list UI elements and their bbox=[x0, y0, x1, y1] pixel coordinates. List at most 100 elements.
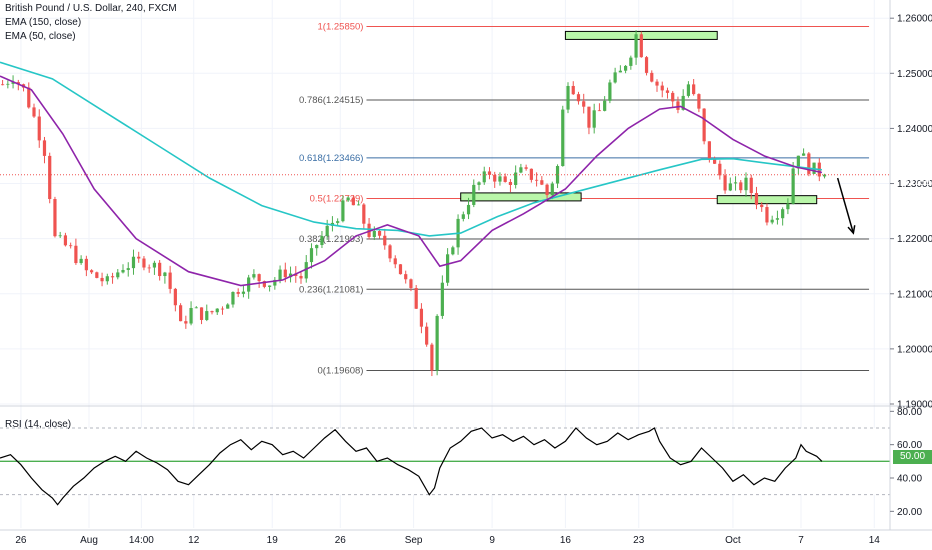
candle-body bbox=[42, 140, 47, 156]
candle-body bbox=[770, 219, 774, 223]
candle-body bbox=[79, 258, 83, 264]
fibonacci-retracement[interactable]: 1(1.25850) 0.786(1.24515) 0.618(1.23466) 0.… bbox=[299, 21, 870, 376]
ema150-line bbox=[0, 61, 822, 237]
candle-body bbox=[226, 304, 230, 309]
candle-body bbox=[802, 153, 806, 156]
candle-body bbox=[728, 183, 732, 191]
candle-body bbox=[404, 274, 408, 280]
candle-body bbox=[665, 90, 670, 93]
candle-body bbox=[545, 184, 549, 196]
candle-body bbox=[184, 321, 188, 324]
rsi-value-label: 50.00 bbox=[893, 450, 932, 464]
candle-body bbox=[760, 204, 764, 208]
candle-body bbox=[498, 176, 502, 182]
candle-body bbox=[639, 34, 643, 58]
candle-body bbox=[754, 193, 759, 205]
candle-body bbox=[576, 94, 581, 102]
candle-body bbox=[655, 81, 659, 86]
candle-body bbox=[173, 288, 177, 306]
candle-body bbox=[351, 197, 355, 206]
candle-body bbox=[372, 230, 376, 237]
candle-body bbox=[126, 268, 130, 270]
down-arrow-shaft[interactable] bbox=[836, 177, 855, 234]
candle-body bbox=[74, 245, 78, 264]
candle-body bbox=[634, 34, 638, 58]
candle-body bbox=[398, 264, 403, 275]
candle-body bbox=[241, 291, 246, 294]
price-and-time-axes[interactable]: 1.26000 1.25000 1.24000 1.23000 1.22000 1.210… bbox=[15, 0, 932, 546]
time-tick-label: 7 bbox=[798, 535, 804, 546]
candle-body bbox=[288, 273, 293, 278]
candle-body bbox=[409, 279, 413, 289]
candle-body bbox=[137, 256, 141, 259]
candle-body bbox=[597, 110, 602, 112]
price-tick-label: 1.26000 bbox=[897, 14, 932, 25]
candle-body bbox=[27, 87, 31, 108]
candle-body bbox=[309, 248, 314, 263]
candle-body bbox=[69, 245, 73, 247]
candle-body bbox=[524, 167, 528, 169]
candle-body bbox=[53, 199, 57, 237]
symbol-legend[interactable]: British Pound / U.S. Dollar, 240, FXCM bbox=[5, 3, 177, 14]
candle-body bbox=[210, 311, 214, 313]
rsi-tick-label: 20.00 bbox=[897, 507, 922, 518]
candle-body bbox=[660, 85, 664, 91]
ema50-legend[interactable]: EMA (50, close) bbox=[5, 31, 76, 42]
candle-body bbox=[110, 276, 115, 278]
candle-body bbox=[95, 272, 99, 278]
highlight-zone[interactable] bbox=[460, 192, 582, 202]
bar-countdown-label: 02:02:41 bbox=[893, 195, 932, 206]
candle-body bbox=[739, 182, 743, 191]
candle-body bbox=[624, 65, 628, 71]
candle-body bbox=[686, 84, 691, 96]
candlestick-series bbox=[1, 30, 827, 377]
candle-body bbox=[644, 57, 649, 73]
candle-body bbox=[194, 307, 198, 309]
candle-body bbox=[48, 155, 52, 200]
candle-body bbox=[430, 344, 434, 371]
candle-body bbox=[487, 171, 492, 175]
candle-body bbox=[587, 106, 591, 128]
candle-body bbox=[147, 267, 151, 269]
candle-body bbox=[681, 95, 685, 110]
candle-body bbox=[6, 83, 10, 85]
down-arrow-head[interactable] bbox=[847, 225, 856, 235]
candle-body bbox=[90, 270, 94, 273]
highlight-zone[interactable] bbox=[716, 195, 818, 205]
ema150-legend[interactable]: EMA (150, close) bbox=[5, 17, 82, 28]
candle-body bbox=[231, 291, 235, 305]
candle-body bbox=[618, 70, 622, 73]
time-tick-label: 14:00 bbox=[129, 535, 154, 546]
candle-body bbox=[451, 247, 455, 255]
time-tick-label: Aug bbox=[80, 535, 98, 546]
candle-body bbox=[435, 315, 439, 371]
candle-body bbox=[676, 101, 680, 110]
candle-body bbox=[482, 171, 486, 183]
price-tick-label: 1.24000 bbox=[897, 124, 932, 135]
candle-body bbox=[582, 101, 586, 107]
price-tick-label: 1.25000 bbox=[897, 69, 932, 80]
candle-body bbox=[37, 116, 41, 141]
candle-body bbox=[425, 326, 429, 345]
time-tick-label: 16 bbox=[560, 535, 572, 546]
moving-averages bbox=[0, 61, 890, 287]
rsi-tick-label: 40.00 bbox=[897, 474, 922, 485]
candle-body bbox=[357, 204, 361, 206]
rsi-tick-label: 80.00 bbox=[897, 407, 922, 418]
fib-level-label: 0.5(1.22729) bbox=[310, 193, 364, 204]
candle-body bbox=[535, 179, 539, 181]
candle-body bbox=[461, 214, 465, 219]
candle-body bbox=[168, 272, 172, 289]
candle-body bbox=[707, 141, 711, 160]
candle-body bbox=[199, 307, 204, 320]
fib-level-label: 0.786(1.24515) bbox=[299, 95, 363, 106]
drawing-overlay[interactable] bbox=[836, 177, 856, 235]
candle-body bbox=[158, 262, 162, 277]
time-tick-label: Oct bbox=[725, 535, 741, 546]
candle-body bbox=[215, 308, 219, 313]
candle-body bbox=[84, 258, 88, 271]
candle-body bbox=[414, 288, 418, 309]
fib-level-label: 0.236(1.21081) bbox=[299, 284, 363, 295]
rsi-legend[interactable]: RSI (14, close) bbox=[5, 419, 72, 430]
